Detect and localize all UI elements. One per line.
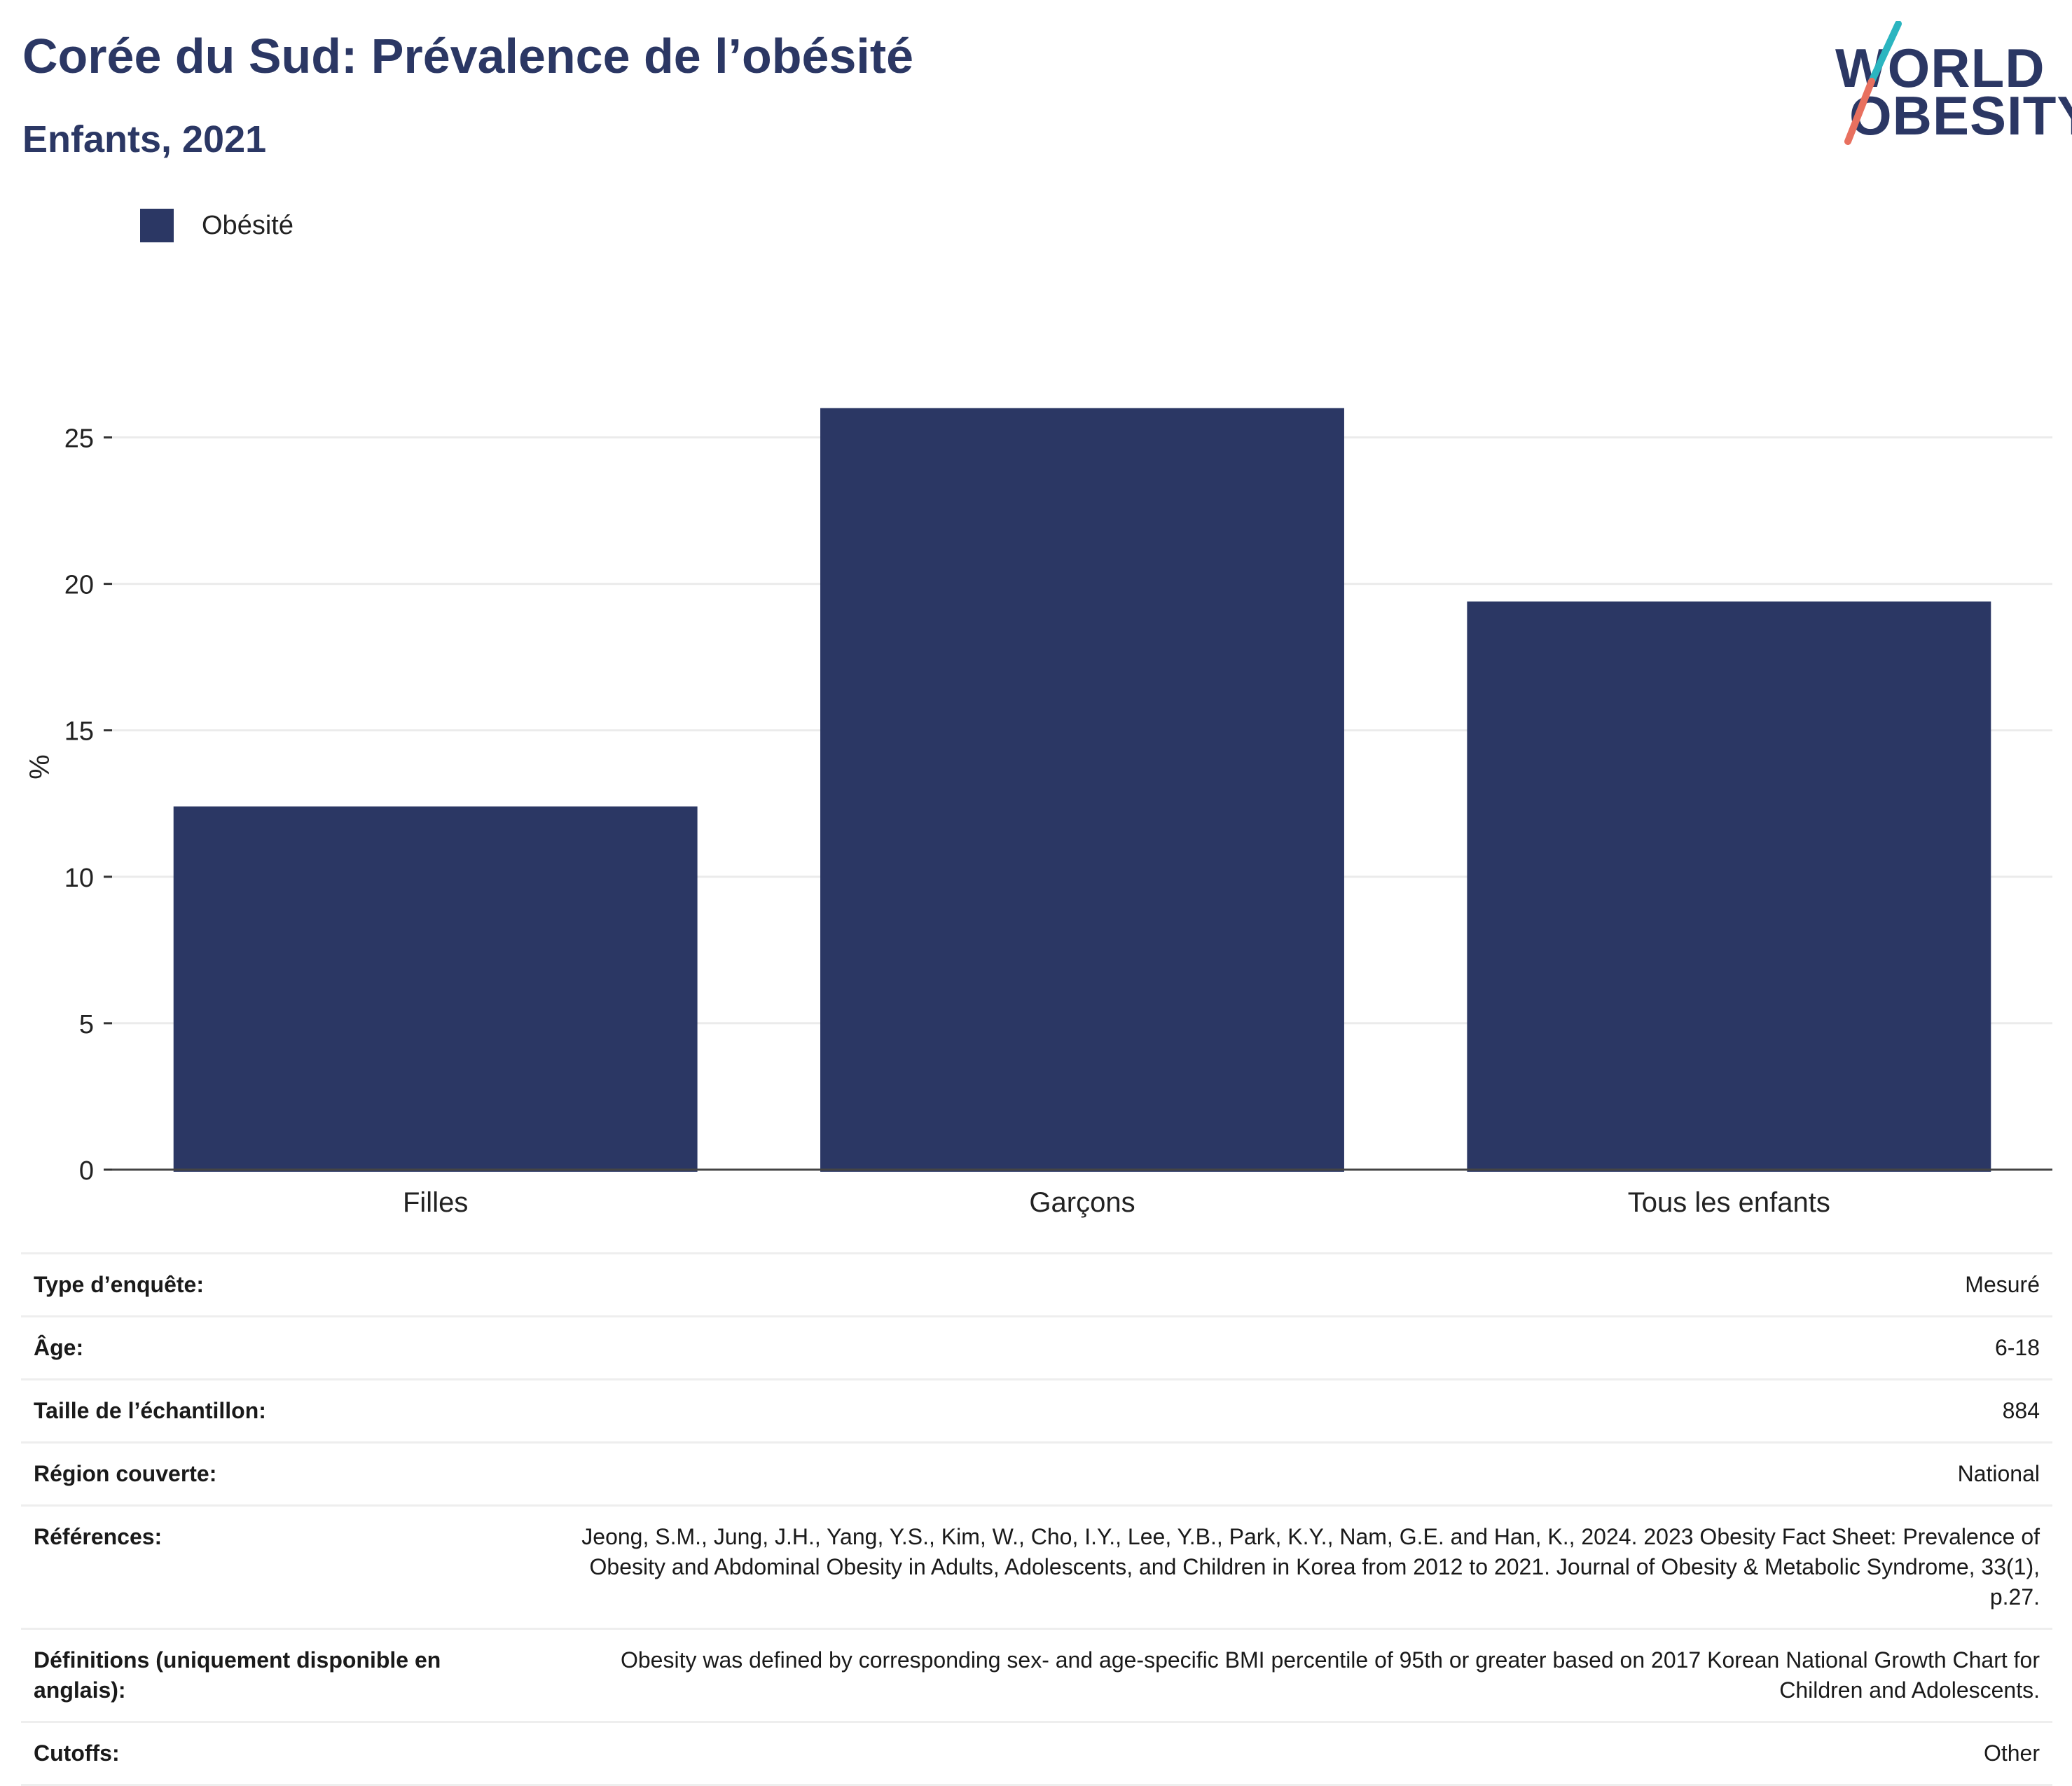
legend-label-obesity: Obésité xyxy=(202,210,293,240)
chart-legend: Obésité xyxy=(140,209,293,242)
info-label: Région couverte: xyxy=(21,1441,537,1506)
info-label: Références: xyxy=(21,1504,537,1629)
legend-swatch-obesity xyxy=(140,209,174,242)
logo-slash-icon xyxy=(1844,21,1902,145)
info-label: Définitions (uniquement disponible en an… xyxy=(21,1628,537,1722)
bar-filles xyxy=(173,806,698,1172)
logo-word-obesity: OBESITY xyxy=(1849,85,2072,146)
bar-tous-les-enfants xyxy=(1467,601,1991,1172)
y-tick-label: 10 xyxy=(64,864,94,893)
info-row: Cutoffs: Other xyxy=(21,1721,2052,1786)
bar-gar-ons xyxy=(820,408,1344,1172)
world-obesity-logo: WORLD OBESITY xyxy=(1821,21,2072,147)
chart-title: Corée du Sud: Prévalence de l’obésité xyxy=(22,29,914,83)
info-value: 6-18 xyxy=(537,1315,2052,1380)
bar-chart: 0 5 10 15 20 25% Filles Garçons Tous les enfants xyxy=(25,408,2052,1218)
info-label: Âge: xyxy=(21,1315,537,1380)
y-tick-label: 20 xyxy=(64,571,94,600)
info-value: Mesuré xyxy=(537,1252,2052,1317)
survey-info-table: Type d’enquête: Mesuré Âge: 6-18 Taille de l… xyxy=(21,1252,2052,1786)
x-tick-label: Tous les enfants xyxy=(1628,1187,1830,1218)
y-tick-label: 25 xyxy=(64,424,94,454)
y-tick-label: 5 xyxy=(79,1010,94,1039)
info-value: Obesity was defined by corresponding sex… xyxy=(537,1628,2052,1722)
info-value: Jeong, S.M., Jung, J.H., Yang, Y.S., Kim… xyxy=(537,1504,2052,1629)
info-row: Région couverte: National xyxy=(21,1441,2052,1506)
info-label: Type d’enquête: xyxy=(21,1252,537,1317)
y-tick-label: 0 xyxy=(79,1156,94,1186)
info-row: Définitions (uniquement disponible en an… xyxy=(21,1628,2052,1722)
x-tick-label: Filles xyxy=(403,1187,468,1218)
x-tick-label: Garçons xyxy=(1029,1187,1135,1218)
chart-subtitle: Enfants, 2021 xyxy=(22,118,267,160)
y-axis-label: % xyxy=(25,754,55,780)
info-value: 884 xyxy=(537,1378,2052,1443)
info-row: Type d’enquête: Mesuré xyxy=(21,1252,2052,1317)
info-value: National xyxy=(537,1441,2052,1506)
y-tick-label: 15 xyxy=(64,717,94,747)
info-label: Cutoffs: xyxy=(21,1721,537,1786)
info-label: Taille de l’échantillon: xyxy=(21,1378,537,1443)
info-value: Other xyxy=(537,1721,2052,1786)
info-row: Références: Jeong, S.M., Jung, J.H., Yang… xyxy=(21,1504,2052,1629)
info-row: Âge: 6-18 xyxy=(21,1315,2052,1380)
info-row: Taille de l’échantillon: 884 xyxy=(21,1378,2052,1443)
